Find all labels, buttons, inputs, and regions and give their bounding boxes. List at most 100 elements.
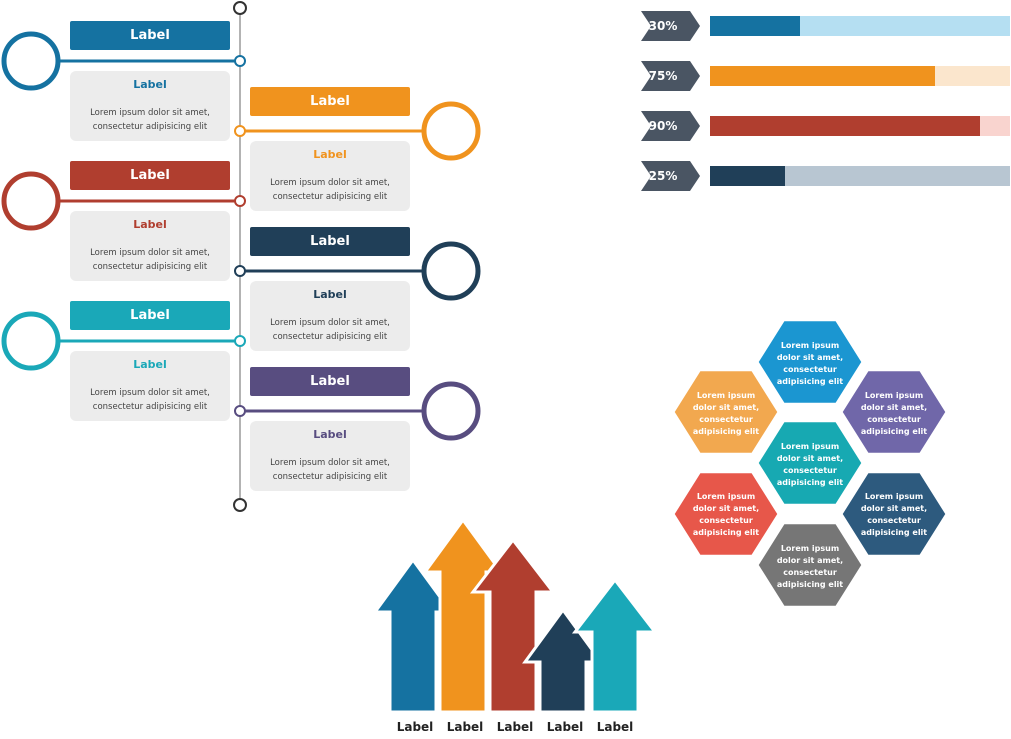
body-line: consectetur adipisicing elit	[272, 192, 388, 202]
timeline-card-body: Lorem ipsum dolor sit amet, consectetur a…	[254, 456, 406, 484]
timeline-ring	[1, 311, 61, 371]
timeline-card-body: Lorem ipsum dolor sit amet, consectetur a…	[74, 106, 226, 134]
progress-fill	[710, 66, 935, 86]
timeline-card-body: Lorem ipsum dolor sit amet, consectetur a…	[254, 176, 406, 204]
hex-line: adipisicing elit	[692, 528, 760, 537]
progress-fill	[710, 16, 800, 36]
hex-line: dolor sit amet,	[860, 403, 928, 412]
hex-line: dolor sit amet,	[776, 556, 844, 565]
hexagon-cell	[839, 368, 949, 456]
hex-cell-text: Lorem ipsum dolor sit amet, consectetur adi…	[770, 441, 850, 489]
arrow-label: Label	[396, 720, 434, 734]
hex-cell-text: Lorem ipsum dolor sit amet, consectetur adi…	[854, 491, 934, 539]
body-line: consectetur adipisicing elit	[92, 402, 208, 412]
hex-line: consectetur	[699, 516, 753, 525]
growth-arrows	[372, 517, 659, 714]
hex-line: Lorem ipsum	[780, 341, 840, 350]
hex-line: Lorem ipsum	[696, 391, 756, 400]
hex-line: Lorem ipsum	[780, 442, 840, 451]
timeline-card: Label Lorem ipsum dolor sit amet, consect…	[250, 281, 410, 351]
body-line: Lorem ipsum dolor sit amet,	[270, 178, 390, 188]
arrow-label: Label	[496, 720, 534, 734]
timeline-header: Label	[70, 161, 230, 190]
body-line: consectetur adipisicing elit	[272, 332, 388, 342]
body-line: consectetur adipisicing elit	[92, 122, 208, 132]
timeline-card: Label Lorem ipsum dolor sit amet, consect…	[70, 211, 230, 281]
timeline-card-body: Lorem ipsum dolor sit amet, consectetur a…	[254, 316, 406, 344]
timeline-node-dot	[234, 125, 246, 137]
hex-line: dolor sit amet,	[860, 504, 928, 513]
timeline-card: Label Lorem ipsum dolor sit amet, consect…	[70, 71, 230, 141]
progress-chevron	[641, 111, 700, 141]
body-line: Lorem ipsum dolor sit amet,	[270, 458, 390, 468]
hex-line: Lorem ipsum	[780, 544, 840, 553]
timeline-end-dot	[233, 498, 247, 512]
timeline-ring	[421, 241, 481, 301]
growth-arrow	[522, 607, 604, 714]
progress-percent-label: 25%	[648, 169, 678, 183]
timeline-card-body: Lorem ipsum dolor sit amet, consectetur a…	[74, 386, 226, 414]
progress-percent-label: 90%	[648, 119, 678, 133]
hex-line: consectetur	[867, 516, 921, 525]
hex-line: consectetur	[699, 415, 753, 424]
hexagon-cell	[839, 470, 949, 558]
progress-percent-label: 30%	[648, 19, 678, 33]
hex-line: consectetur	[783, 466, 837, 475]
honeycomb-hexagons	[671, 318, 949, 609]
body-line: Lorem ipsum dolor sit amet,	[90, 388, 210, 398]
body-line: Lorem ipsum dolor sit amet,	[90, 108, 210, 118]
hex-line: Lorem ipsum	[864, 391, 924, 400]
arrow-label: Label	[446, 720, 484, 734]
timeline-start-dot	[233, 1, 247, 15]
hex-line: dolor sit amet,	[692, 504, 760, 513]
hex-line: adipisicing elit	[860, 528, 928, 537]
timeline-node-dot	[234, 405, 246, 417]
timeline-ring	[1, 31, 61, 91]
timeline-card-title: Label	[133, 78, 167, 91]
hex-cell-text: Lorem ipsum dolor sit amet, consectetur adi…	[770, 340, 850, 388]
growth-arrow	[372, 557, 454, 714]
progress-bars	[710, 16, 1010, 186]
arrow-label: Label	[546, 720, 584, 734]
progress-fill	[710, 116, 980, 136]
timeline-header: Label	[70, 21, 230, 50]
timeline-card: Label Lorem ipsum dolor sit amet, consect…	[70, 351, 230, 421]
hexagon-cell	[671, 470, 781, 558]
hexagon-cell	[755, 521, 865, 609]
timeline-ring	[421, 381, 481, 441]
hex-line: dolor sit amet,	[776, 353, 844, 362]
hex-line: dolor sit amet,	[692, 403, 760, 412]
timeline-card: Label Lorem ipsum dolor sit amet, consect…	[250, 141, 410, 211]
hex-cell-text: Lorem ipsum dolor sit amet, consectetur adi…	[854, 390, 934, 438]
hex-line: consectetur	[867, 415, 921, 424]
timeline-header: Label	[250, 367, 410, 396]
progress-chevron	[641, 161, 700, 191]
timeline-ring	[1, 171, 61, 231]
timeline-header: Label	[70, 301, 230, 330]
timeline-header: Label	[250, 227, 410, 256]
hexagon-cell	[755, 419, 865, 507]
hex-line: Lorem ipsum	[864, 492, 924, 501]
timeline-card: Label Lorem ipsum dolor sit amet, consect…	[250, 421, 410, 491]
timeline-node-dot	[234, 195, 246, 207]
progress-chevron	[641, 11, 700, 41]
body-line: consectetur adipisicing elit	[92, 262, 208, 272]
hex-line: consectetur	[783, 568, 837, 577]
hex-line: dolor sit amet,	[776, 454, 844, 463]
timeline-card-title: Label	[133, 358, 167, 371]
timeline-node-dot	[234, 335, 246, 347]
timeline-card-body: Lorem ipsum dolor sit amet, consectetur a…	[74, 246, 226, 274]
timeline-card-title: Label	[313, 428, 347, 441]
hex-line: Lorem ipsum	[696, 492, 756, 501]
hex-line: adipisicing elit	[776, 478, 844, 487]
progress-chevrons	[641, 11, 700, 191]
progress-fill	[710, 166, 785, 186]
hexagon-cell	[671, 368, 781, 456]
growth-arrow	[422, 517, 504, 714]
hex-line: adipisicing elit	[776, 580, 844, 589]
hex-cell-text: Lorem ipsum dolor sit amet, consectetur adi…	[770, 543, 850, 591]
hexagon-cell	[755, 318, 865, 406]
hex-line: adipisicing elit	[692, 427, 760, 436]
body-line: consectetur adipisicing elit	[272, 472, 388, 482]
